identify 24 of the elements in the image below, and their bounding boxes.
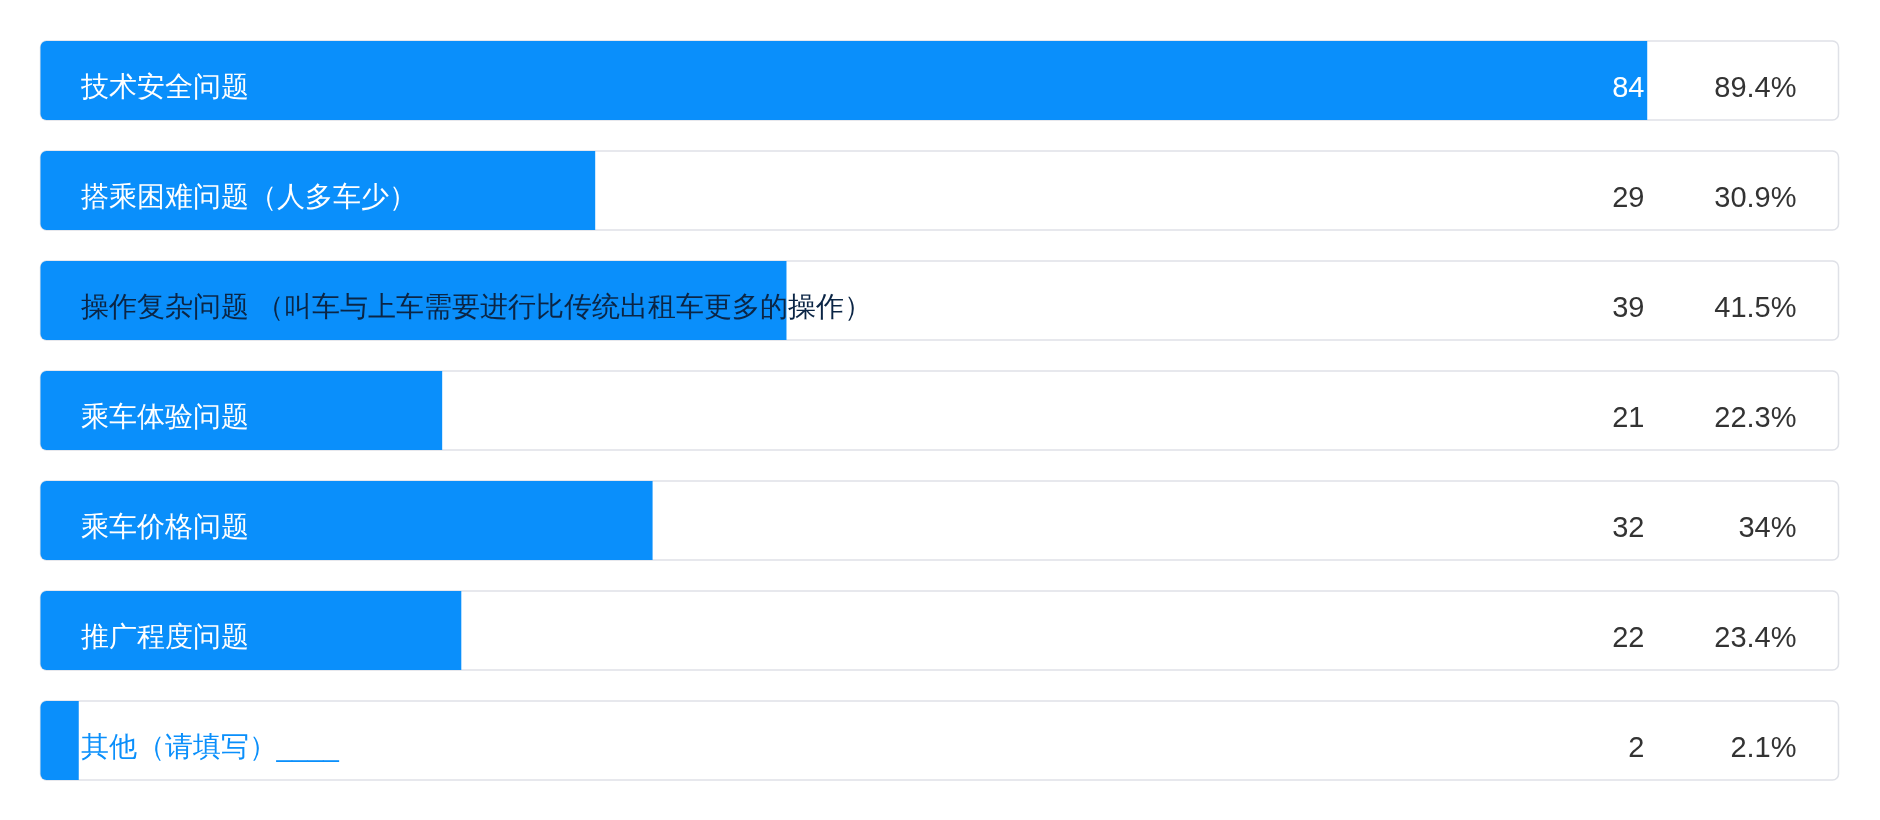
data-label: 84 — [1612, 70, 1645, 103]
data-label: 22 — [1612, 620, 1645, 653]
data-label: 32 — [1612, 510, 1645, 543]
data-label: 29 — [1612, 180, 1645, 213]
data-label: 21 — [1612, 400, 1645, 433]
y-tick-label: 乘车体验问题 — [80, 401, 249, 432]
annotation: 41.5% — [1714, 290, 1797, 323]
data-label: 39 — [1612, 290, 1645, 323]
bar — [40, 371, 443, 450]
data-label: 2 — [1628, 730, 1645, 763]
annotation: 23.4% — [1714, 620, 1797, 653]
bar — [40, 591, 462, 670]
bar — [40, 151, 596, 230]
y-tick-label: 乘车价格问题 — [80, 511, 249, 542]
y-tick-label: 搭乘困难问题（人多车少） — [80, 181, 417, 212]
y-tick-label: 其他（请填写）____ — [80, 731, 340, 762]
annotation: 89.4% — [1714, 70, 1797, 103]
y-tick-label: 技术安全问题 — [79, 71, 249, 102]
annotation: 30.9% — [1714, 180, 1797, 213]
y-tick-label: 推广程度问题 — [80, 621, 249, 652]
bar — [40, 701, 79, 780]
annotation: 34% — [1738, 510, 1797, 543]
annotation: 22.3% — [1714, 400, 1797, 433]
annotation: 2.1% — [1730, 730, 1797, 763]
